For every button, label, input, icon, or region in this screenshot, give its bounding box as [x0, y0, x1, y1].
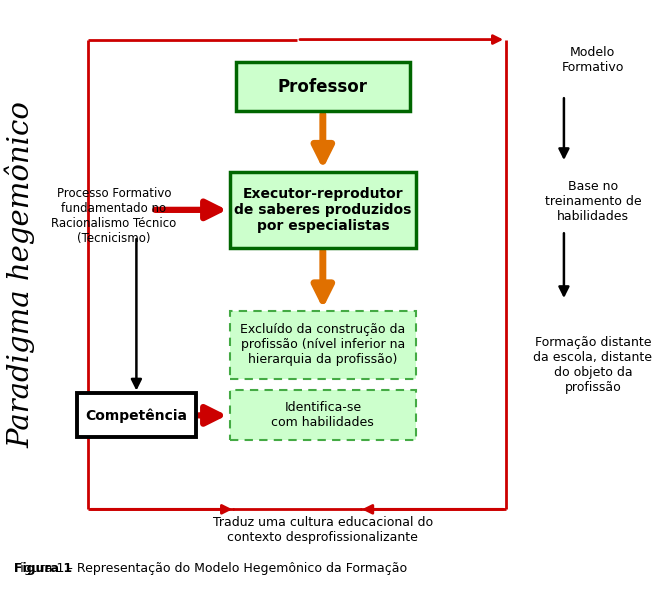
FancyBboxPatch shape	[230, 311, 416, 379]
Text: Processo Formativo
fundamentado no
Racionalismo Técnico
(Tecnicismo): Processo Formativo fundamentado no Racio…	[51, 186, 177, 245]
FancyBboxPatch shape	[230, 172, 416, 248]
Text: Identifica-se
com habilidades: Identifica-se com habilidades	[272, 401, 374, 430]
FancyBboxPatch shape	[230, 391, 416, 440]
Text: Professor: Professor	[278, 77, 368, 96]
Text: Base no
treinamento de
habilidades: Base no treinamento de habilidades	[544, 179, 641, 222]
Text: Executor-reprodutor
de saberes produzidos
por especialistas: Executor-reprodutor de saberes produzido…	[234, 186, 412, 233]
Text: Formação distante
da escola, distante
do objeto da
profissão: Formação distante da escola, distante do…	[533, 336, 652, 395]
Text: Excluído da construção da
profissão (nível inferior na
hierarquia da profissão): Excluído da construção da profissão (nív…	[240, 323, 406, 366]
Text: Modelo
Formativo: Modelo Formativo	[562, 46, 624, 74]
Text: Paradigma hegemônico: Paradigma hegemônico	[5, 101, 36, 448]
Text: Traduz uma cultura educacional do
contexto desprofissionalizante: Traduz uma cultura educacional do contex…	[212, 516, 433, 544]
Text: Figura 1 - Representação do Modelo Hegemônico da Formação: Figura 1 - Representação do Modelo Hegem…	[14, 562, 408, 575]
Text: Figura 1: Figura 1	[14, 562, 72, 575]
Text: Competência: Competência	[86, 408, 187, 422]
FancyBboxPatch shape	[77, 394, 196, 437]
FancyBboxPatch shape	[236, 61, 410, 112]
